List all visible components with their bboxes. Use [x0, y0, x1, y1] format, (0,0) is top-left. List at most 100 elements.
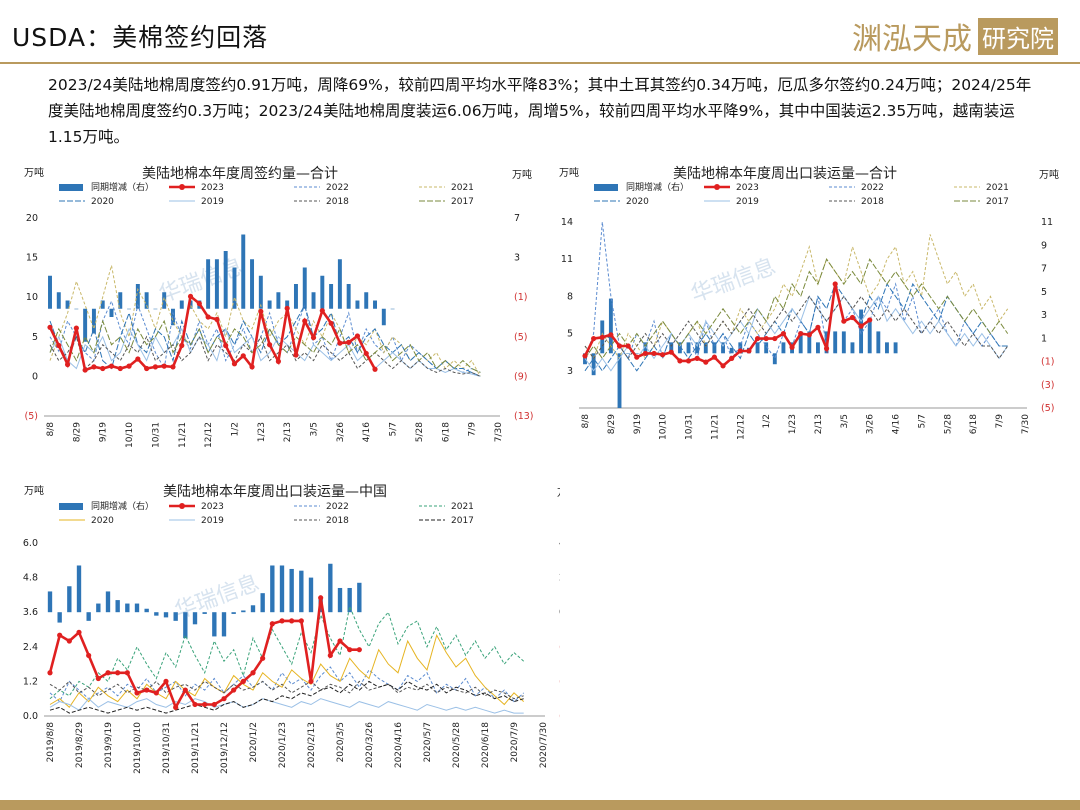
series-line-2018	[584, 295, 1009, 360]
legend-label: 2018	[861, 197, 884, 207]
point-2023	[763, 335, 769, 342]
x-tick-label: 9/19	[99, 422, 109, 442]
bar	[355, 300, 360, 309]
point-2023	[221, 696, 227, 702]
y-tick-left: 5	[32, 332, 38, 343]
x-tick-label: 2020/5/7	[423, 722, 433, 762]
bar	[302, 267, 307, 309]
x-tick-label: 1/23	[257, 422, 267, 442]
y-tick-right: 3	[1041, 310, 1047, 321]
bar	[617, 353, 622, 408]
legend-label: 2020	[626, 197, 649, 207]
bar	[115, 600, 120, 613]
y-tick-left: 3	[567, 366, 573, 377]
bar	[91, 308, 96, 334]
point-2023	[163, 678, 169, 684]
series-line-2023	[48, 294, 377, 372]
legend-label: 2019	[736, 197, 759, 207]
x-tick-label: 7/30	[1021, 414, 1031, 434]
y-tick-right: (1)	[514, 292, 527, 303]
point-2023	[685, 358, 692, 364]
y-tick-right: 9	[1041, 240, 1047, 251]
point-2023	[591, 335, 597, 342]
x-tick-label: 5/28	[415, 422, 425, 442]
point-2023	[170, 364, 176, 370]
series-line-2017	[49, 319, 481, 373]
y-tick-right: 7	[514, 213, 520, 224]
series-line-2018	[49, 335, 481, 377]
point-2023	[108, 363, 115, 369]
x-tick-label: 7/9	[995, 414, 1005, 429]
bar	[850, 342, 855, 354]
bar	[144, 608, 149, 613]
point-2023	[372, 366, 378, 372]
point-2023	[260, 655, 266, 661]
bar	[212, 612, 217, 637]
x-tick-label: 11/21	[178, 422, 188, 448]
series-line-2020	[49, 633, 525, 709]
x-tick-label: 8/29	[607, 414, 617, 434]
y-tick-left: 2.4	[23, 642, 38, 653]
point-2023	[651, 350, 657, 357]
point-2023	[117, 365, 123, 372]
x-tick-label: 6/18	[969, 414, 979, 434]
series-line-2017	[49, 680, 524, 714]
point-2023	[346, 339, 352, 345]
point-2023	[144, 687, 150, 693]
bar	[703, 342, 708, 354]
legend-label: 2019	[201, 197, 224, 207]
y-tick-right: 7	[1041, 264, 1047, 275]
legend-label: 2023	[201, 502, 224, 512]
bar	[755, 342, 760, 354]
series-line-2020	[584, 282, 1008, 372]
point-2023	[223, 342, 229, 349]
point-2023	[298, 618, 304, 624]
legend-label: 同期增减（右）	[626, 181, 689, 193]
bar	[105, 591, 111, 613]
page-title: USDA：美棉签约回落	[12, 23, 269, 52]
series-line-2023	[583, 283, 871, 368]
x-tick-label: 11/21	[710, 414, 720, 440]
point-2023	[267, 342, 273, 348]
legend-marker	[714, 184, 720, 190]
bar	[154, 612, 159, 616]
legend-label: 同期增减（右）	[91, 181, 154, 193]
x-tick-label: 2020/2/13	[307, 722, 317, 768]
point-2023	[337, 340, 343, 346]
point-2023	[806, 332, 812, 338]
point-2023	[249, 364, 255, 370]
legend-label: 2021	[986, 183, 1009, 193]
point-2023	[668, 349, 674, 355]
bar	[56, 292, 61, 309]
point-2023	[187, 293, 194, 300]
x-tick-label: 2020/3/26	[365, 722, 375, 768]
x-tick-label: 10/10	[659, 414, 669, 440]
bar	[285, 300, 290, 309]
legend-swatch	[594, 184, 618, 191]
y-tick-left: 8	[567, 291, 573, 302]
point-2023	[616, 343, 623, 349]
point-2023	[214, 316, 220, 322]
bar	[267, 300, 272, 309]
bar	[764, 342, 769, 354]
bar	[214, 259, 219, 309]
bar	[65, 300, 70, 309]
x-tick-label: 4/16	[892, 414, 902, 434]
point-2023	[737, 348, 743, 354]
point-2023	[115, 670, 121, 676]
bar	[135, 284, 140, 309]
point-2023	[780, 331, 787, 337]
y-tick-left: 20	[26, 213, 38, 224]
bar	[299, 570, 304, 613]
bar	[202, 612, 207, 614]
bar	[162, 292, 167, 309]
bar	[47, 591, 53, 613]
x-tick-label: 1/2	[762, 414, 772, 428]
point-2023	[279, 618, 285, 624]
y-tick-right: 2.0	[559, 573, 560, 584]
bar	[48, 275, 52, 309]
bar	[258, 275, 263, 309]
x-tick-label: 2019/10/31	[162, 722, 172, 774]
